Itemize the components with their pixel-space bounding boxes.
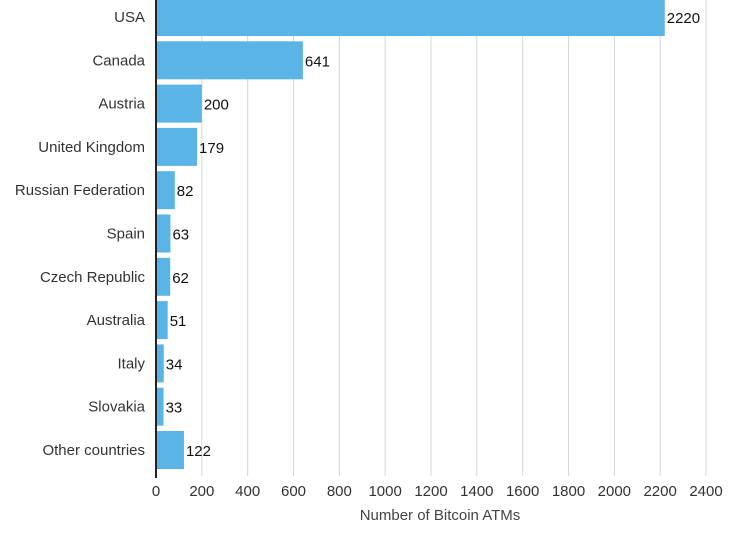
x-tick-1800: 1800 — [552, 483, 585, 500]
bar-czech-republic — [156, 257, 171, 296]
x-tick-1200: 1200 — [414, 483, 447, 500]
bar-austria — [156, 84, 202, 123]
bar-italy — [156, 344, 164, 383]
bar-australia — [156, 301, 168, 340]
category-label: Austria — [98, 96, 145, 113]
bar-usa — [156, 0, 665, 36]
x-tick-1600: 1600 — [506, 483, 539, 500]
bar-russian-federation — [156, 171, 175, 210]
category-label: Czech Republic — [40, 269, 146, 286]
value-label: 34 — [166, 356, 183, 373]
bar-slovakia — [156, 387, 164, 426]
value-label: 63 — [172, 227, 189, 244]
x-tick-2200: 2200 — [643, 483, 676, 500]
value-label: 200 — [204, 97, 229, 114]
bar-canada — [156, 41, 303, 80]
value-label: 62 — [172, 270, 189, 287]
category-label: United Kingdom — [38, 139, 145, 156]
value-label: 122 — [186, 443, 211, 460]
value-label: 51 — [170, 313, 187, 330]
value-label: 179 — [199, 140, 224, 157]
x-tick-2000: 2000 — [598, 483, 631, 500]
value-label: 82 — [177, 183, 194, 200]
category-labels: USA Canada Austria United Kingdom Russian Fe… — [15, 9, 146, 459]
bar-other-countries — [156, 431, 184, 469]
value-label: 2220 — [667, 10, 700, 27]
category-label: Russian Federation — [15, 182, 145, 199]
category-label: Spain — [107, 226, 145, 243]
bar-spain — [156, 214, 171, 253]
category-label: USA — [114, 9, 145, 26]
category-label: Slovakia — [88, 399, 145, 416]
value-label: 641 — [305, 53, 330, 70]
value-label: 33 — [166, 400, 183, 417]
category-label: Italy — [117, 355, 145, 372]
x-tick-200: 200 — [189, 483, 214, 500]
x-tick-0: 0 — [152, 483, 160, 500]
value-labels: 2220 641 200 179 82 63 62 51 34 33 122 — [166, 10, 701, 460]
x-tick-400: 400 — [235, 483, 260, 500]
category-label: Other countries — [42, 442, 145, 459]
x-tick-1000: 1000 — [368, 483, 401, 500]
bars — [156, 0, 665, 469]
x-axis-title: Number of Bitcoin ATMs — [360, 507, 521, 524]
x-tick-2400: 2400 — [689, 483, 722, 500]
x-tick-600: 600 — [281, 483, 306, 500]
x-tick-800: 800 — [327, 483, 352, 500]
bar-united-kingdom — [156, 127, 198, 166]
x-tick-labels: 0 200 400 600 800 1000 1200 1400 1600 1800 2000 220… — [152, 483, 723, 500]
x-tick-1400: 1400 — [460, 483, 493, 500]
category-label: Australia — [87, 312, 146, 329]
category-label: Canada — [92, 52, 145, 69]
